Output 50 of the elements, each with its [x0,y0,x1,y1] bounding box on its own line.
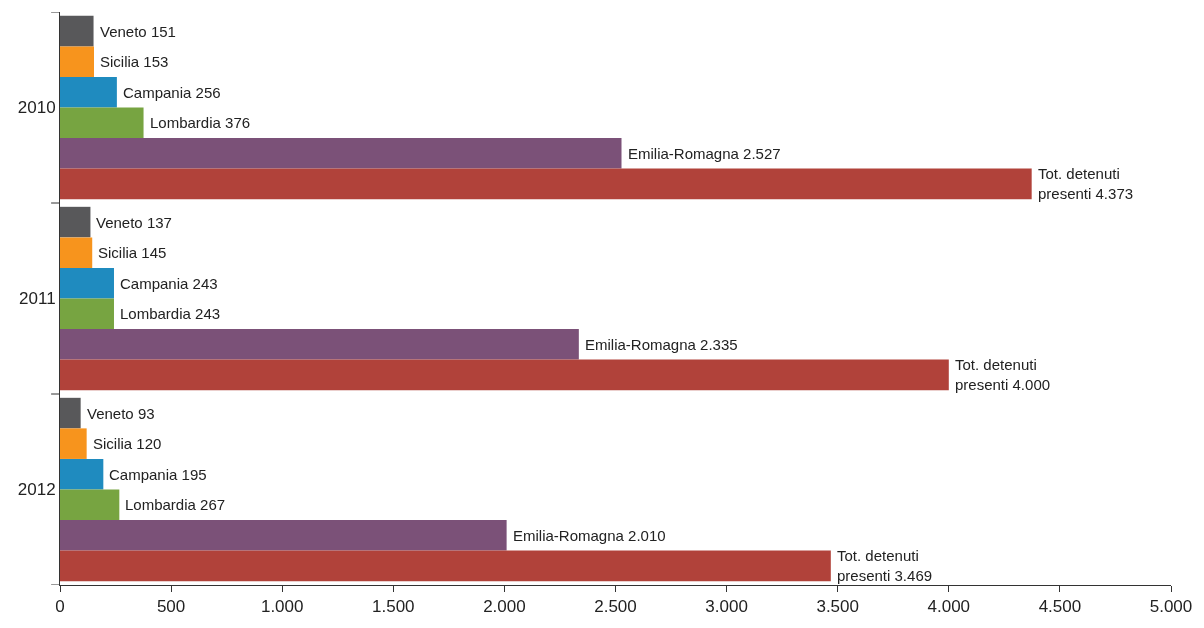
x-tick-label: 4.500 [1038,597,1082,617]
bar [60,107,144,139]
text: Tot. detenuti presenti 4.373 [1038,165,1134,202]
bar [60,138,622,169]
bar [60,359,949,391]
text: Veneto 151 [100,23,176,40]
text: Emilia-Romagna 2.010 [513,527,666,544]
text: Sicilia 145 [98,244,167,261]
x-tick-label: 4.000 [927,597,971,617]
x-tick-label: 2.500 [594,597,637,617]
bar [60,46,94,77]
text: Emilia-Romagna 2.527 [628,145,781,162]
text: Tot. detenuti presenti 3.469 [837,547,933,584]
bar [60,489,120,521]
bar [60,550,831,582]
text: Lombardia 376 [150,114,251,131]
y-tick-label: 2012 [17,480,56,500]
text: Veneto 137 [96,214,172,231]
x-tick-label: 5.000 [1149,597,1193,617]
text: Lombardia 267 [125,496,226,513]
bar [60,458,104,490]
bar [60,206,91,238]
text: Tot. detenuti presenti 4.000 [955,356,1051,393]
x-tick-label: 2.000 [483,597,526,617]
bar [60,329,579,360]
text: Lombardia 243 [120,305,221,322]
x-tick-label: 500 [156,597,186,617]
bar [60,267,114,299]
bar [60,76,117,108]
bar [60,520,507,551]
x-tick-label: 0 [55,597,65,617]
bar [60,237,93,268]
y-tick-label: 2010 [17,98,56,118]
bar [60,168,1032,200]
text: Sicilia 120 [93,435,162,452]
text: Sicilia 153 [100,53,169,70]
text: Campania 243 [120,275,218,292]
bar [60,428,87,459]
text: Campania 256 [123,84,221,101]
text: Veneto 93 [87,405,155,422]
x-tick-label: 3.000 [705,597,748,617]
x-tick-label: 1.500 [372,597,415,617]
bar [60,298,114,330]
text: Campania 195 [109,466,207,483]
y-tick-label: 2011 [19,289,56,309]
x-tick-label: 1.000 [260,597,304,617]
x-tick-label: 3.500 [816,597,859,617]
text: Emilia-Romagna 2.335 [585,336,738,353]
bar [60,397,81,429]
bar [60,15,94,47]
